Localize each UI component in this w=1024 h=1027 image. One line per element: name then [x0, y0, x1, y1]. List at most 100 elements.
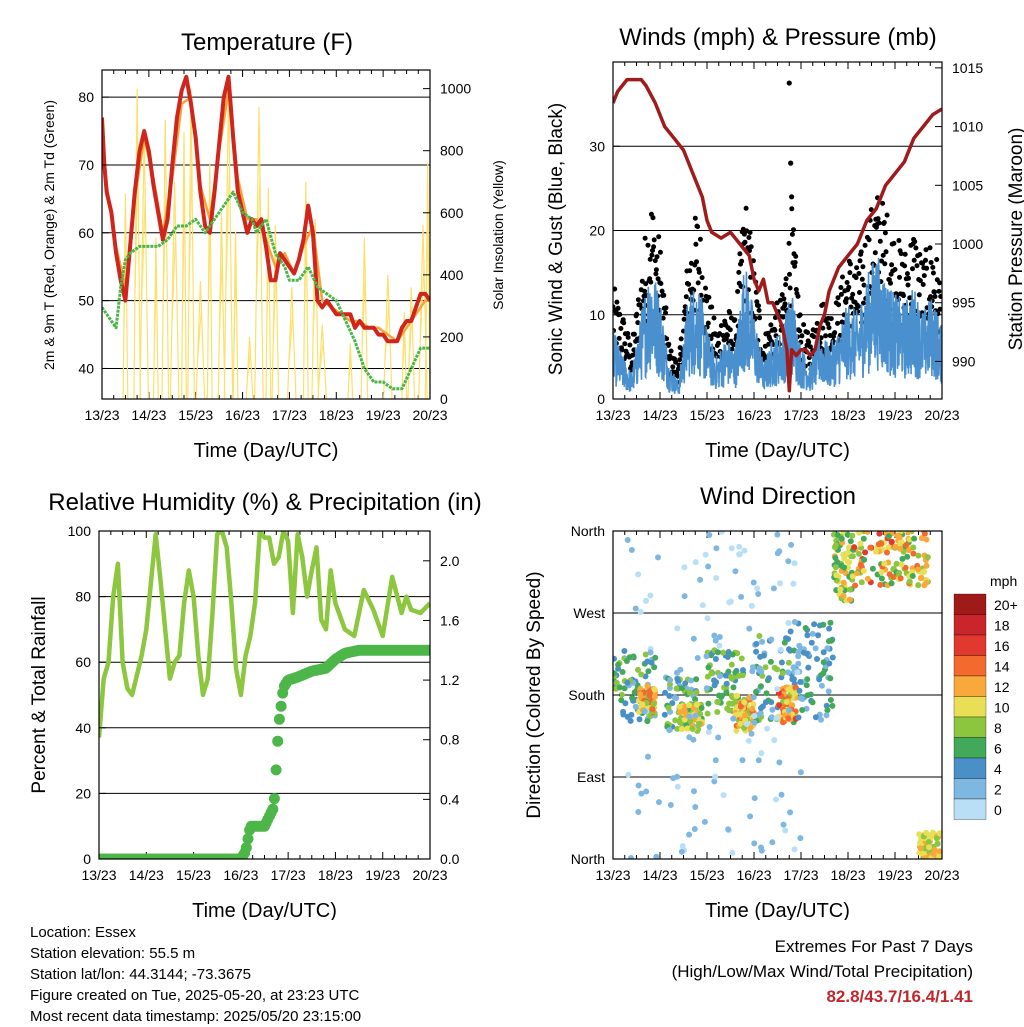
direction-point [643, 788, 650, 795]
direction-point [692, 696, 699, 703]
colorbar-swatch [953, 655, 987, 677]
direction-point [691, 826, 698, 832]
direction-point [909, 573, 916, 579]
direction-point [621, 648, 628, 654]
direction-point [897, 545, 904, 552]
solar-insolation-trace [153, 269, 158, 343]
direction-point [770, 585, 777, 592]
direction-point [674, 725, 681, 732]
direction-point [714, 698, 721, 705]
y-axis-label: Sonic Wind & Gust (Blue, Black) [546, 103, 567, 375]
direction-point [896, 534, 903, 541]
direction-point [884, 549, 890, 556]
y2-tick-label: 0.8 [440, 732, 460, 748]
solar-insolation-trace [247, 349, 252, 378]
direction-point [774, 550, 781, 557]
direction-point [759, 703, 766, 710]
gust-outlier-point [788, 160, 794, 166]
direction-point [923, 579, 930, 586]
direction-point [771, 664, 778, 671]
solar-insolation-trace [401, 312, 408, 399]
direction-point [625, 771, 632, 778]
extremes-values: 82.8/43.7/16.4/1.41 [826, 987, 973, 1006]
direction-point [898, 561, 905, 568]
direction-point [936, 853, 942, 859]
direction-point [649, 706, 656, 713]
created-text: Figure created on Tue, 2025-05-20, at 23… [30, 987, 360, 1004]
direction-point [636, 716, 643, 723]
direction-point [888, 580, 895, 587]
y2-tick-label: 200 [440, 329, 464, 345]
direction-point [638, 671, 645, 678]
solar-insolation-trace [311, 218, 320, 399]
solar-insolation-trace [245, 336, 254, 399]
x-tick-label: 13/23 [595, 867, 630, 883]
direction-point [711, 632, 718, 639]
direction-point [923, 536, 930, 543]
direction-point [613, 655, 617, 662]
direction-point [678, 848, 685, 855]
direction-point [703, 685, 710, 692]
direction-point [758, 683, 764, 690]
direction-point [936, 830, 942, 837]
direction-point [762, 664, 769, 671]
colorbar-label: 6 [994, 741, 1002, 757]
y-axis-label: Percent & Total Rainfall [29, 596, 50, 793]
direction-point [742, 712, 749, 719]
x-tick-label: 18/23 [830, 867, 865, 883]
direction-point [776, 702, 783, 709]
direction-point [691, 788, 697, 795]
direction-point [747, 813, 754, 820]
extremes-box: Extremes For Past 7 Days (High/Low/Max W… [672, 934, 973, 1009]
direction-point [860, 567, 867, 574]
x-tick-label: 15/23 [178, 407, 213, 423]
x-tick-label: 13/23 [81, 867, 116, 883]
direction-point [673, 685, 680, 692]
direction-point [692, 559, 699, 566]
y-tick-label: 40 [78, 360, 94, 376]
direction-point [925, 839, 932, 845]
direction-point [846, 559, 853, 566]
direction-point [751, 713, 758, 719]
direction-point [628, 547, 635, 553]
direction-point [684, 725, 691, 732]
x-tick-label: 19/23 [366, 407, 401, 423]
y-tick-label: 50 [78, 293, 94, 309]
direction-point [741, 547, 748, 554]
direction-point [797, 695, 804, 702]
direction-point [699, 602, 706, 609]
figure: Temperature (F) 13/23 14/23 15/23 16/23 17/23… [29, 24, 1024, 920]
direction-point [674, 675, 681, 682]
solar-insolation-trace [233, 264, 237, 341]
direction-point [906, 578, 913, 585]
direction-point [755, 757, 762, 764]
direction-point [826, 660, 833, 667]
direction-point [789, 702, 796, 709]
direction-point [696, 720, 703, 727]
direction-point [662, 689, 669, 696]
direction-point [681, 593, 688, 600]
direction-point [877, 581, 884, 588]
winds-plot-area [613, 77, 942, 395]
y2-tick-label: 1000 [440, 81, 471, 97]
direction-point [888, 539, 895, 545]
direction-point [643, 597, 649, 604]
direction-point [639, 701, 646, 708]
x-axis-label: Time (Day/UTC) [192, 900, 337, 920]
y2-tick-label: 2.0 [440, 553, 460, 569]
direction-point [780, 821, 787, 828]
colorbar-label: 16 [994, 638, 1010, 654]
location-text: Location: Essex [30, 924, 136, 941]
direction-point [653, 853, 660, 859]
direction-point [890, 574, 897, 580]
direction-point [644, 718, 651, 725]
direction-point [692, 712, 699, 719]
direction-point [824, 707, 831, 714]
solar-insolation-trace [225, 150, 231, 291]
x-tick-label: 14/23 [129, 867, 164, 883]
direction-point [791, 846, 798, 853]
direction-point [803, 682, 810, 689]
direction-point [796, 642, 803, 649]
precipitation-points [99, 644, 430, 859]
direction-point [736, 551, 743, 558]
